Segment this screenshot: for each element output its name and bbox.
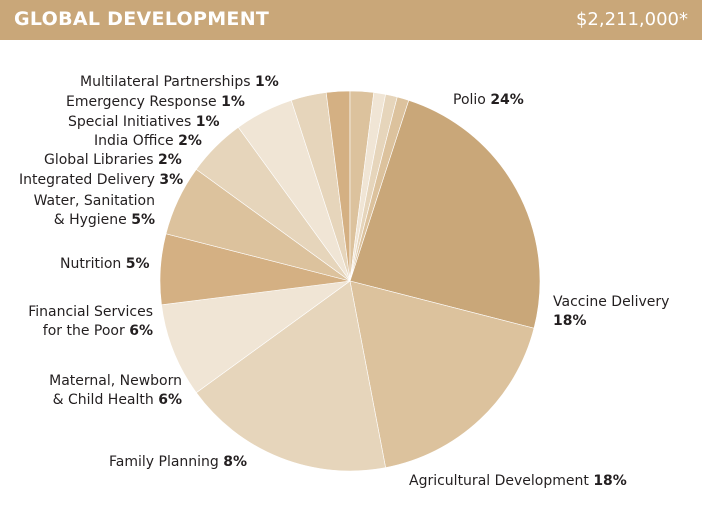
- label-nutrition: Nutrition 5%: [60, 256, 150, 272]
- label-polio: Polio 24%: [453, 92, 524, 108]
- label-water-sanitation-hygiene: Water, Sanitation & Hygiene 5%: [33, 193, 155, 228]
- slice-vaccine-delivery: [349, 280, 535, 468]
- label-global-libraries: Global Libraries 2%: [44, 152, 182, 168]
- label-india-office: India Office 2%: [94, 133, 202, 149]
- slice-family-planning: [161, 280, 351, 394]
- chart-title: GLOBAL DEVELOPMENT: [14, 8, 270, 30]
- slice-polio: [349, 99, 541, 329]
- header-bar: GLOBAL DEVELOPMENT $2,211,000*: [0, 0, 702, 40]
- label-integrated-delivery: Integrated Delivery 3%: [19, 172, 184, 188]
- label-maternal-newborn-child-health: Maternal, Newborn & Child Health 6%: [49, 373, 182, 408]
- label-vaccine-delivery: Vaccine Delivery 18%: [553, 294, 670, 329]
- label-financial-services: Financial Services for the Poor 6%: [28, 304, 153, 339]
- label-family-planning: Family Planning 8%: [109, 454, 248, 470]
- label-agricultural-development: Agricultural Development 18%: [409, 473, 627, 489]
- label-multilateral-partnerships: Multilateral Partnerships 1%: [80, 74, 279, 90]
- label-special-initiatives: Special Initiatives 1%: [68, 114, 220, 130]
- total-amount: $2,211,000*: [575, 9, 688, 30]
- slice-multilateral-partnerships: [349, 96, 410, 282]
- label-emergency-response: Emergency Response 1%: [66, 94, 245, 110]
- slice-agricultural-development: [195, 280, 386, 472]
